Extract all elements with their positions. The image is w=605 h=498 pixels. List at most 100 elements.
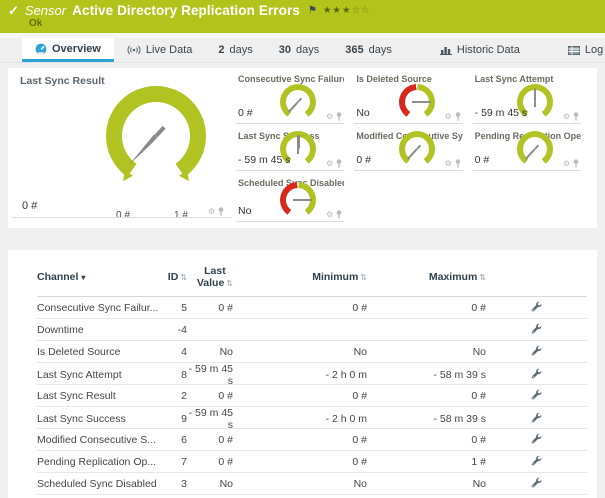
stars-filled[interactable]: ★★★	[322, 5, 352, 16]
tab-historic-data[interactable]: Historic Data	[427, 38, 533, 62]
gear-icon[interactable]: ⚙	[326, 111, 334, 121]
channel-gauges-grid: Consecutive Sync Failures 0 # ⚙ Is Delet…	[232, 68, 597, 228]
pin-icon[interactable]	[573, 159, 579, 168]
gauge-mini-actions: ⚙	[563, 112, 579, 121]
tab-overview[interactable]: Overview	[22, 38, 114, 62]
channel-settings-wrench-icon[interactable]	[531, 323, 542, 337]
pin-icon[interactable]	[336, 159, 342, 168]
gauge-mini-actions: ⚙	[208, 207, 224, 216]
channel-last-value: 0 #	[218, 301, 233, 314]
gauge-needle	[273, 77, 324, 128]
channel-last-value: - 59 m 45 s	[188, 363, 233, 387]
channel-settings-wrench-icon[interactable]	[531, 368, 542, 382]
table-header-row: Channel ▾ ID ⇅ Last Value ⇅ Minimum ⇅ Maximum…	[37, 258, 587, 297]
channel-minimum: - 2 h 0 m	[325, 369, 367, 381]
table-row: Scheduled Sync Disabled 3 No No No	[37, 473, 587, 495]
gauge-needle	[517, 84, 553, 120]
channel-settings-wrench-icon[interactable]	[531, 301, 542, 315]
tab-number: 365	[345, 44, 364, 56]
column-header-last-value[interactable]: Last Value ⇅	[196, 264, 233, 289]
gauge-value: No	[238, 205, 252, 217]
channel-settings-wrench-icon[interactable]	[531, 433, 542, 447]
tab-2-days[interactable]: 2 days	[205, 38, 265, 62]
gauge-mini-actions: ⚙	[563, 159, 579, 168]
gauge-panel-modified-consecutive: Modified Consecutive Sync F... 0 # ⚙	[354, 127, 463, 171]
gear-icon[interactable]: ⚙	[562, 111, 570, 121]
column-header-minimum[interactable]: Minimum ⇅	[312, 271, 367, 283]
channel-minimum: No	[353, 477, 367, 490]
log-list-icon	[567, 45, 580, 55]
pin-icon[interactable]	[336, 112, 342, 121]
column-header-maximum[interactable]: Maximum ⇅	[428, 271, 486, 283]
gear-icon[interactable]: ⚙	[326, 209, 334, 219]
channel-settings-wrench-icon[interactable]	[531, 389, 542, 403]
channel-maximum: 0 #	[471, 433, 486, 446]
pin-icon[interactable]	[218, 207, 224, 216]
channel-maximum: - 58 m 39 s	[433, 369, 486, 381]
priority-flag-icon[interactable]: ⚑	[307, 5, 317, 16]
table-row: Modified Consecutive S... 6 0 # 0 # 0 #	[37, 429, 587, 451]
channel-id: 3	[181, 477, 187, 490]
sort-icon: ⇅	[180, 273, 187, 282]
spacer	[0, 33, 605, 38]
gear-icon[interactable]: ⚙	[444, 158, 452, 168]
gauge-needle	[510, 124, 561, 175]
column-header-id[interactable]: ID ⇅	[167, 271, 187, 283]
gauge-title: Last Sync Success	[238, 131, 320, 141]
channel-maximum: 0 #	[471, 389, 486, 402]
gauge-needle	[399, 84, 435, 120]
channel-settings-wrench-icon[interactable]	[531, 477, 542, 491]
pin-icon[interactable]	[336, 210, 342, 219]
channel-settings-wrench-icon[interactable]	[531, 455, 542, 469]
gauge-mini-actions: ⚙	[444, 159, 460, 168]
channel-settings-wrench-icon[interactable]	[531, 412, 542, 426]
primary-channel-gauge-panel: Last Sync Result 0 # 1 # 0 # ⚙	[10, 68, 232, 228]
gauge-needle	[85, 65, 226, 206]
table-row: Is Deleted Source 4 No No No	[37, 341, 587, 363]
gear-icon[interactable]: ⚙	[326, 158, 334, 168]
channels-table: Channel ▾ ID ⇅ Last Value ⇅ Minimum ⇅ Maximum…	[8, 250, 597, 498]
pin-icon[interactable]	[573, 112, 579, 121]
gauge-mini-actions: ⚙	[326, 159, 342, 168]
tab-unit: days	[296, 44, 320, 56]
sort-icon: ⇅	[360, 273, 367, 282]
gauge-value: - 59 m 45 s	[474, 107, 528, 119]
gauge-needle	[280, 182, 316, 218]
pin-icon[interactable]	[455, 112, 461, 121]
channel-minimum: 0 #	[352, 433, 367, 446]
stars-empty[interactable]: ☆☆	[351, 5, 371, 16]
channel-minimum: - 2 h 0 m	[325, 413, 367, 425]
gauge	[398, 131, 435, 167]
gear-icon[interactable]: ⚙	[562, 158, 570, 168]
channel-id: 2	[181, 389, 187, 402]
channel-last-value: 0 #	[218, 433, 233, 446]
channel-id: 4	[181, 345, 187, 358]
channel-id: 8	[181, 369, 187, 381]
gear-icon[interactable]: ⚙	[207, 206, 215, 216]
table-body: Consecutive Sync Failur... 5 0 # 0 # 0 #…	[37, 297, 587, 495]
tab-unit: days	[229, 44, 253, 56]
gear-icon[interactable]: ⚙	[444, 111, 452, 121]
object-kind-label: Sensor	[24, 3, 67, 18]
channel-name: Is Deleted Source	[37, 345, 121, 358]
pin-icon[interactable]	[455, 159, 461, 168]
gauge-panel-last-sync-attempt: Last Sync Attempt - 59 m 45 s ⚙	[472, 70, 581, 124]
gauge-needle	[280, 131, 316, 167]
page-title: Active Directory Replication Errors	[72, 3, 300, 18]
channel-id: 9	[181, 413, 187, 425]
channel-settings-wrench-icon[interactable]	[531, 345, 542, 359]
channel-last-value: No	[219, 477, 233, 490]
channel-maximum: 1 #	[471, 455, 486, 468]
gauge-value: 0 #	[474, 154, 490, 166]
sort-icon: ⇅	[479, 273, 486, 282]
tab-log[interactable]: Log	[555, 38, 605, 62]
tab-30-days[interactable]: 30 days	[266, 38, 333, 62]
column-header-channel[interactable]: Channel ▾	[37, 271, 86, 283]
gauge-value: 0 #	[238, 107, 253, 119]
tab-365-days[interactable]: 365 days	[332, 38, 405, 62]
tab-live-data[interactable]: Live Data	[114, 38, 205, 62]
priority-stars[interactable]: ★★★☆☆	[323, 3, 371, 18]
gauge-panel-is-deleted-source: Is Deleted Source No ⚙	[354, 70, 463, 124]
channel-maximum: No	[472, 345, 486, 358]
channel-last-value: - 59 m 45 s	[188, 407, 233, 431]
